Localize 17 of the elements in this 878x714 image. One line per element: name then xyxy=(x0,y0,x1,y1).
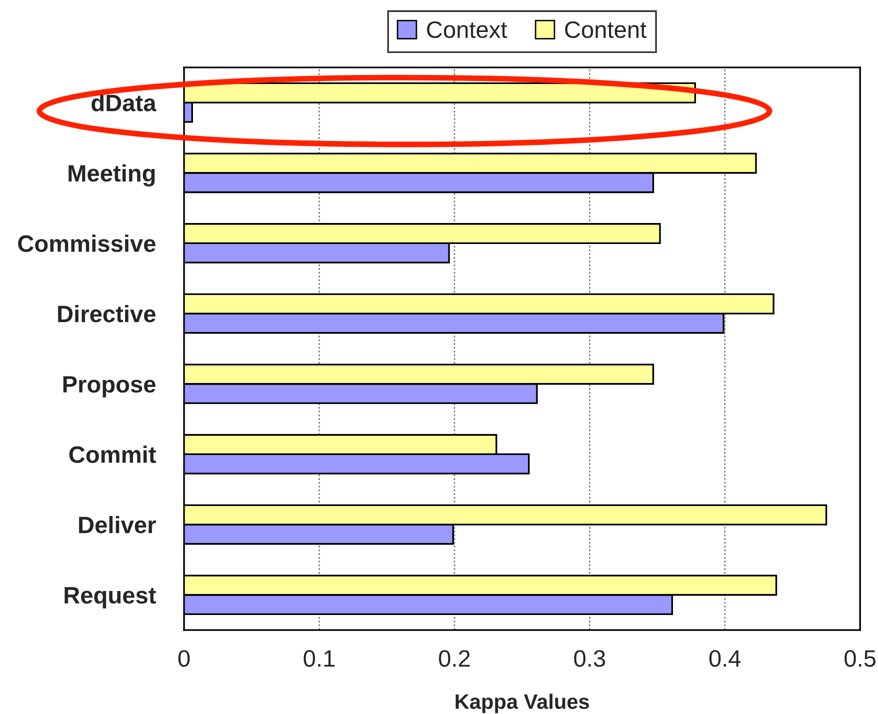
y-tick-label: Propose xyxy=(63,376,156,398)
x-tick-label: 0.3 xyxy=(574,650,606,667)
x-tick-label: 0.4 xyxy=(709,650,741,667)
legend-label: Context xyxy=(427,21,508,38)
y-tick-label: dData xyxy=(92,94,156,112)
x-tick-label: 0 xyxy=(178,650,190,667)
x-tick-label: 0.2 xyxy=(438,650,470,667)
y-tick-label: Deliver xyxy=(79,516,156,534)
x-axis-title: Kappa Values xyxy=(456,694,589,714)
x-tick-label: 0.1 xyxy=(304,650,334,667)
legend-label: Content xyxy=(565,21,646,38)
y-tick-label: Request xyxy=(64,587,156,608)
y-tick-label: Commissive xyxy=(18,234,156,252)
y-tick-label: Meeting xyxy=(68,164,155,186)
y-tick-label: Directive xyxy=(58,305,156,322)
x-tick-label: 0.5 xyxy=(844,650,876,667)
y-tick-label: Commit xyxy=(69,446,156,463)
